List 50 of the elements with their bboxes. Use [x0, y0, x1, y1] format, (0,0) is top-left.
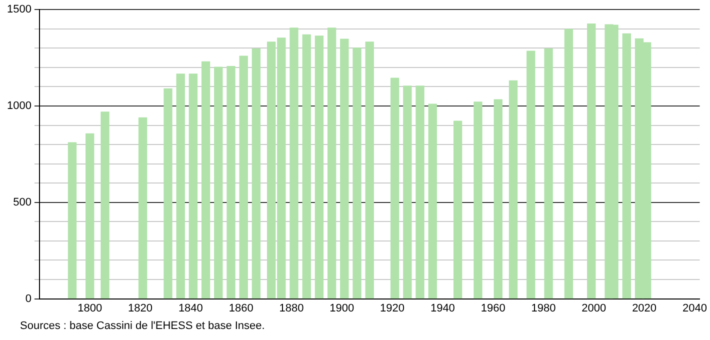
- bar: [340, 38, 349, 299]
- bar: [314, 36, 324, 299]
- x-tick-label: 1840: [178, 302, 203, 314]
- bar: [508, 80, 518, 299]
- x-tick-label: 1860: [228, 302, 254, 314]
- x-tick-label: 1800: [78, 302, 102, 314]
- bar: [239, 56, 248, 299]
- x-tick-label: 2020: [632, 302, 657, 314]
- x-tick-label: 2000: [582, 302, 606, 314]
- y-tick-label: 1000: [6, 100, 32, 112]
- bar: [564, 28, 574, 299]
- bar: [86, 133, 94, 299]
- x-tick-label: 1960: [480, 302, 506, 314]
- y-tick-label: 0: [25, 292, 32, 305]
- bar: [302, 34, 311, 299]
- bar: [201, 61, 210, 299]
- x-tick-label: 1880: [279, 302, 304, 314]
- bar: [100, 112, 110, 299]
- bar: [68, 142, 77, 299]
- bar: [188, 74, 198, 299]
- bar: [526, 50, 536, 299]
- bar: [176, 74, 185, 299]
- bar: [453, 120, 462, 299]
- bar: [403, 86, 412, 299]
- x-tick-label: 1920: [380, 302, 405, 314]
- bar: [214, 66, 223, 299]
- bar: [494, 99, 502, 299]
- bar: [226, 66, 236, 299]
- bar: [587, 24, 596, 299]
- bar: [428, 104, 437, 299]
- bar: [290, 28, 298, 299]
- y-tick-label: 1500: [6, 4, 32, 16]
- bar: [622, 33, 631, 299]
- y-tick-label: 500: [13, 196, 32, 208]
- bar: [252, 48, 261, 299]
- bar: [138, 117, 148, 299]
- x-tick-label: 1980: [531, 302, 556, 314]
- bar: [365, 42, 374, 299]
- source-note: Sources : base Cassini de l'EHESS et base Insee.: [20, 320, 265, 332]
- bar: [474, 102, 482, 299]
- x-tick-label: 1940: [430, 302, 455, 314]
- x-tick-label: 1820: [128, 302, 153, 314]
- x-tick-label: 1900: [330, 302, 354, 314]
- bar: [390, 78, 400, 299]
- bar: [544, 48, 553, 299]
- bar: [164, 88, 172, 299]
- x-tick-label: 2040: [682, 302, 707, 314]
- bar: [327, 28, 336, 299]
- bar: [352, 48, 362, 299]
- bar: [416, 86, 424, 299]
